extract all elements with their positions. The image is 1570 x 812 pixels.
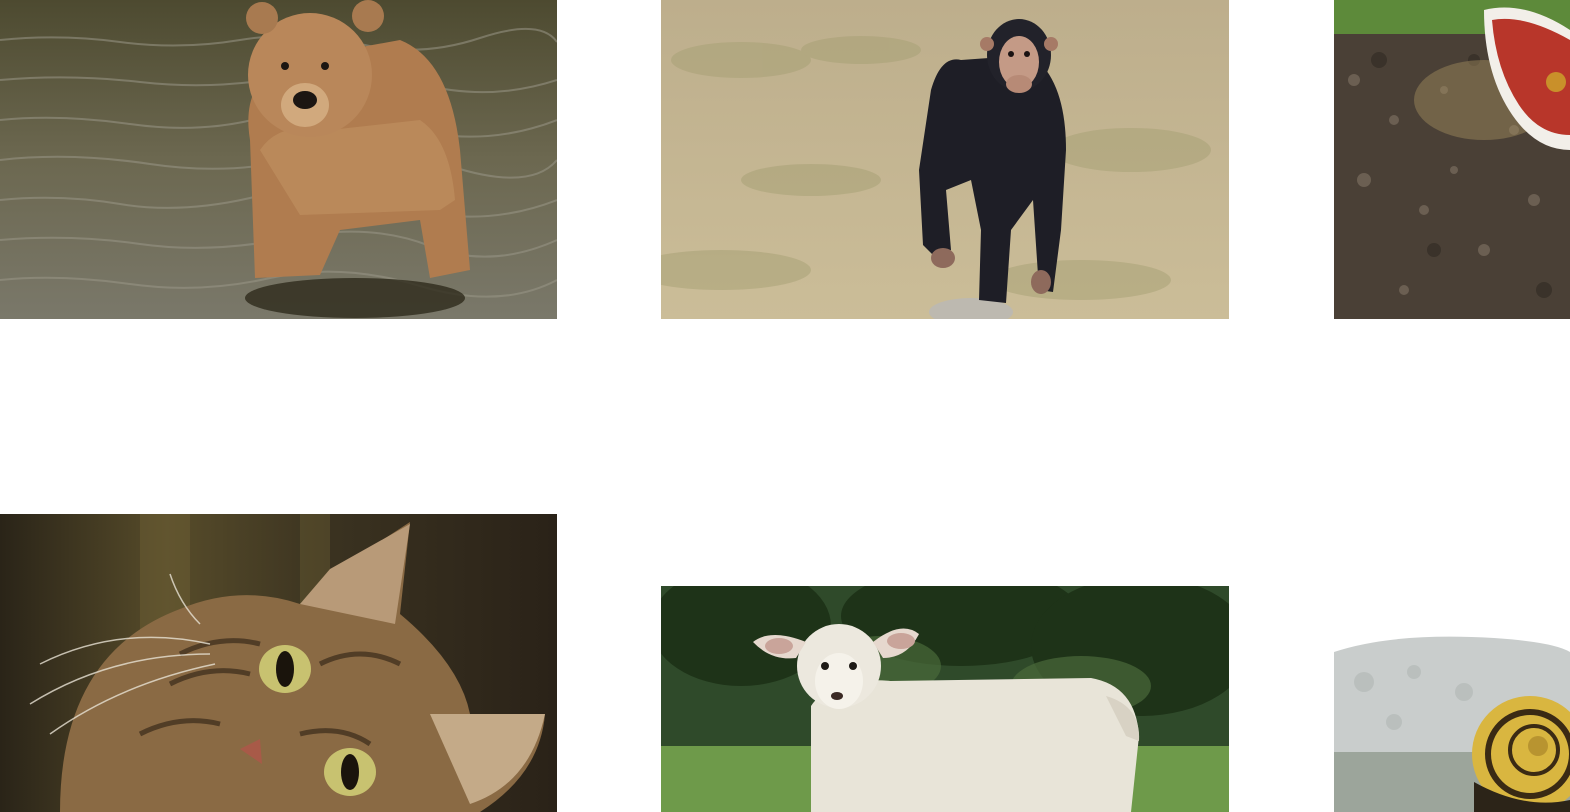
snail-photo[interactable] — [1334, 632, 1570, 812]
lamb-photo[interactable] — [661, 586, 1229, 812]
cat-photo[interactable] — [0, 514, 557, 812]
chimpanzee-photo[interactable] — [661, 0, 1229, 319]
hen-photo[interactable] — [1334, 0, 1570, 319]
bear-photo[interactable] — [0, 0, 557, 319]
